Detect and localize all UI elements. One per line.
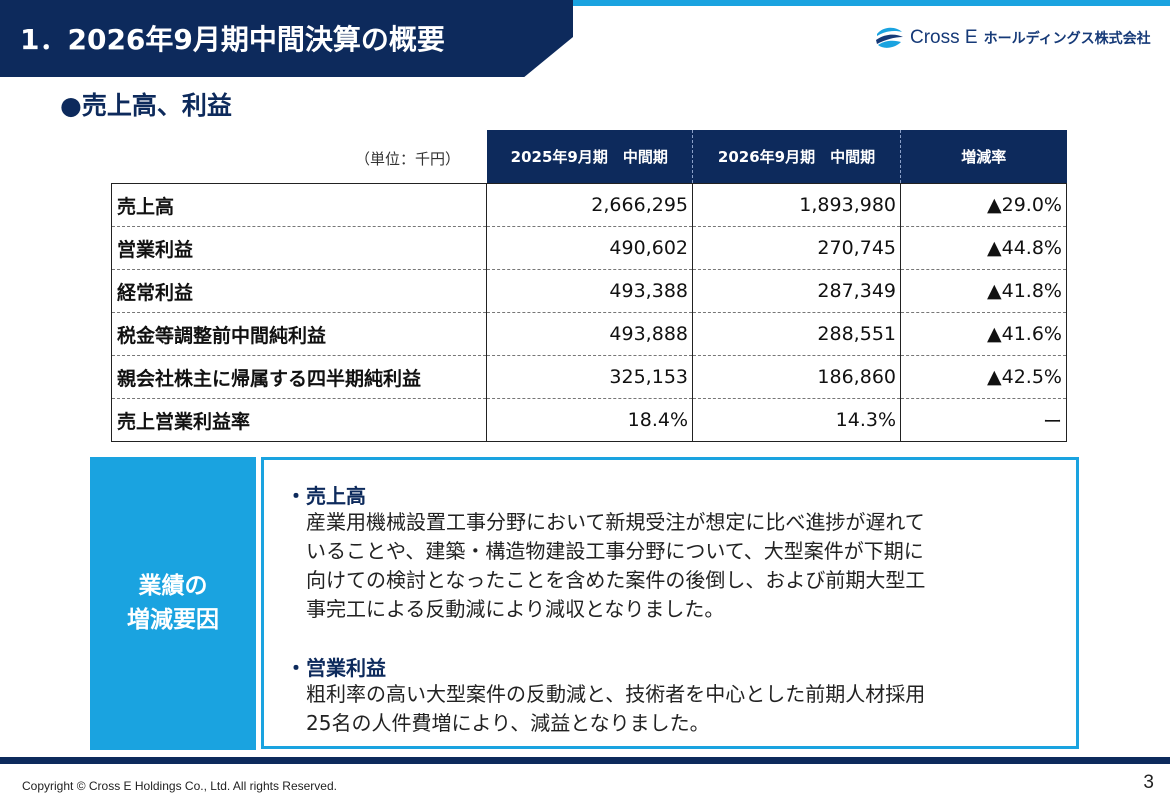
column-header-prev: 2025年9月期 中間期	[486, 130, 693, 184]
factors-box: ・売上高 産業用機械設置工事分野において新規受注が想定に比べ進捗が遅れて いるこ…	[261, 457, 1079, 749]
table-row: 税金等調整前中間純利益 493,888 288,551 ▲41.6%	[111, 312, 1067, 356]
table-row: 売上営業利益率 18.4% 14.3% ー	[111, 398, 1067, 442]
table-row: 経常利益 493,388 287,349 ▲41.8%	[111, 269, 1067, 313]
factors-label-line1: 業績の	[138, 573, 208, 600]
table-row: 営業利益 490,602 270,745 ▲44.8%	[111, 226, 1067, 270]
cell-change: ▲42.5%	[900, 355, 1067, 399]
row-label: 売上営業利益率	[111, 398, 487, 442]
cell-curr: 186,860	[692, 355, 901, 399]
header-band	[0, 0, 573, 77]
cell-curr: 288,551	[692, 312, 901, 356]
cell-change: ▲44.8%	[900, 226, 1067, 270]
logo-company-text: ホールディングス株式会社	[983, 31, 1151, 47]
cell-curr: 14.3%	[692, 398, 901, 442]
column-header-curr: 2026年9月期 中間期	[692, 130, 901, 184]
cell-curr: 1,893,980	[692, 183, 901, 227]
cell-prev: 18.4%	[486, 398, 693, 442]
sales-line-1: 産業用機械設置工事分野において新規受注が想定に比べ進捗が遅れて	[306, 510, 925, 534]
table-header-row: 2025年9月期 中間期 2026年9月期 中間期 増減率	[112, 130, 1067, 184]
sales-line-3: 向けての検討となったことを含めた案件の後倒し、および前期大型工	[306, 568, 926, 592]
cell-change: ▲41.8%	[900, 269, 1067, 313]
row-label: 経常利益	[111, 269, 487, 313]
section-title: ●売上高、利益	[60, 91, 232, 120]
cell-change: ▲29.0%	[900, 183, 1067, 227]
row-label: 売上高	[111, 183, 487, 227]
row-label: 税金等調整前中間純利益	[111, 312, 487, 356]
table-row: 親会社株主に帰属する四半期純利益 325,153 186,860 ▲42.5%	[111, 355, 1067, 399]
row-label: 親会社株主に帰属する四半期純利益	[111, 355, 487, 399]
cell-prev: 325,153	[486, 355, 693, 399]
cell-prev: 490,602	[486, 226, 693, 270]
copyright-text: Copyright © Cross E Holdings Co., Ltd. A…	[22, 779, 337, 793]
unit-label: （単位：千円）	[355, 150, 461, 168]
page-title: 1．2026年9月期中間決算の概要	[20, 23, 445, 56]
sales-heading: ・売上高	[286, 484, 366, 508]
factors-label-line2: 増減要因	[127, 606, 219, 633]
results-table: 2025年9月期 中間期 2026年9月期 中間期 増減率 売上高 2,666,…	[111, 130, 1067, 442]
cell-prev: 2,666,295	[486, 183, 693, 227]
header-accent-line	[573, 0, 1170, 6]
profit-heading: ・営業利益	[286, 656, 386, 680]
profit-explanation: 粗利率の高い大型案件の反動減と、技術者を中心とした前期人材採用 25名の人件費増…	[306, 680, 1066, 738]
cross-e-logo-icon	[875, 24, 903, 52]
table-row: 売上高 2,666,295 1,893,980 ▲29.0%	[111, 183, 1067, 227]
profit-line-1: 粗利率の高い大型案件の反動減と、技術者を中心とした前期人材採用	[306, 682, 926, 706]
sales-line-4: 事完工による反動減により減収となりました。	[306, 597, 725, 621]
profit-line-2: 25名の人件費増により、減益となりました。	[306, 711, 710, 735]
sales-line-2: いることや、建築・構造物建設工事分野について、大型案件が下期に	[306, 539, 924, 563]
table-header-blank	[112, 130, 487, 184]
company-logo: Cross E ホールディングス株式会社	[874, 22, 1151, 54]
row-label: 営業利益	[111, 226, 487, 270]
cell-change: ー	[900, 398, 1067, 442]
cell-curr: 270,745	[692, 226, 901, 270]
factors-label: 業績の 増減要因	[90, 457, 256, 750]
page-number: 3	[1143, 772, 1154, 793]
logo-brand-text: Cross E	[910, 27, 978, 48]
sales-explanation: 産業用機械設置工事分野において新規受注が想定に比べ進捗が遅れて いることや、建築…	[306, 508, 1066, 624]
cell-prev: 493,888	[486, 312, 693, 356]
cell-prev: 493,388	[486, 269, 693, 313]
cell-change: ▲41.6%	[900, 312, 1067, 356]
column-header-change: 増減率	[900, 130, 1067, 184]
footer-bar	[0, 757, 1170, 764]
cell-curr: 287,349	[692, 269, 901, 313]
